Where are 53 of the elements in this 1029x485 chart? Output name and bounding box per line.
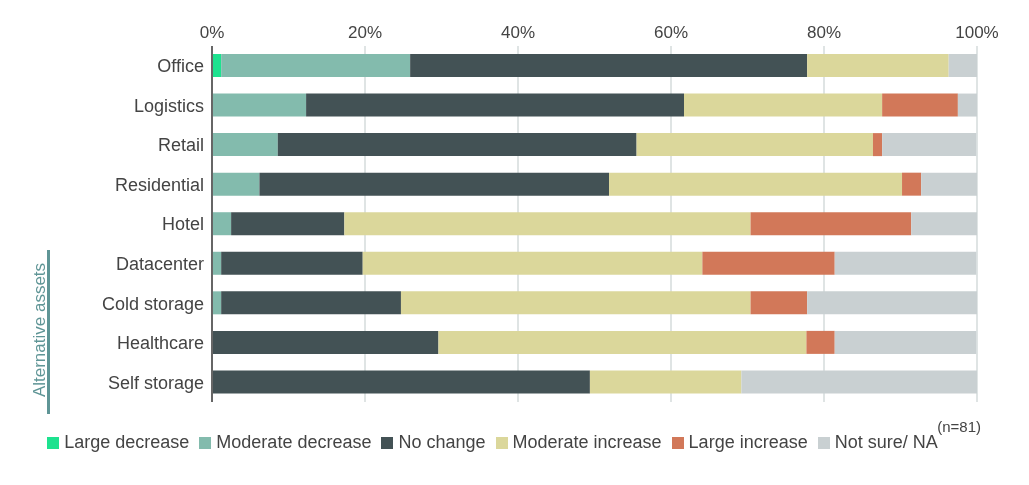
y-tick-label: Healthcare xyxy=(116,333,204,354)
y-tick-label: Self storage xyxy=(107,372,204,393)
bar xyxy=(212,370,590,394)
y-tick-label: Datacenter xyxy=(115,253,204,274)
text: (n=81) xyxy=(937,418,981,435)
bar xyxy=(212,172,260,196)
legend-label: Large decrease xyxy=(63,432,190,453)
bar xyxy=(221,251,363,275)
bar xyxy=(221,291,401,315)
bar xyxy=(306,93,685,117)
legend-label: No change xyxy=(397,432,486,453)
y-tick-label: Residential xyxy=(114,174,204,195)
y-tick-label: Retail xyxy=(157,135,204,156)
bar xyxy=(362,251,703,275)
group-bracket: Alternative assets xyxy=(16,250,56,414)
bar xyxy=(231,212,345,236)
bar xyxy=(410,54,808,77)
x-tick-label: 0% xyxy=(199,23,225,42)
bar xyxy=(902,172,922,196)
bar xyxy=(589,370,742,394)
legend-label: Moderate decrease xyxy=(215,432,372,453)
bar xyxy=(344,212,751,236)
bar xyxy=(750,212,912,236)
legend-label: Not sure/ NA xyxy=(833,432,938,453)
bar xyxy=(221,54,411,77)
x-tick-label: 80% xyxy=(806,23,842,42)
bar xyxy=(806,330,835,354)
legend-label: Large increase xyxy=(687,432,808,453)
bar xyxy=(750,291,808,315)
bar xyxy=(702,251,835,275)
legend-label: Moderate increase xyxy=(511,432,662,453)
x-tick-label: 100% xyxy=(955,23,999,42)
bar xyxy=(807,54,949,77)
bar xyxy=(212,212,232,236)
bar xyxy=(438,330,807,354)
bar xyxy=(609,172,903,196)
x-tick-label: 40% xyxy=(500,23,536,42)
y-tick-label: Logistics xyxy=(133,95,204,116)
bar xyxy=(277,133,637,157)
x-tick-label: 20% xyxy=(347,23,383,42)
y-tick-label: Cold storage xyxy=(101,293,204,314)
bar xyxy=(400,291,751,315)
bar xyxy=(212,330,439,354)
bar xyxy=(636,133,873,157)
bar xyxy=(882,93,958,117)
bar xyxy=(212,93,307,117)
y-tick-label: Office xyxy=(157,56,204,77)
bar xyxy=(872,133,883,157)
bar xyxy=(212,133,278,157)
bar xyxy=(259,172,610,196)
bar xyxy=(684,93,883,117)
x-tick-label: 60% xyxy=(653,23,689,42)
y-tick-label: Hotel xyxy=(161,214,204,235)
